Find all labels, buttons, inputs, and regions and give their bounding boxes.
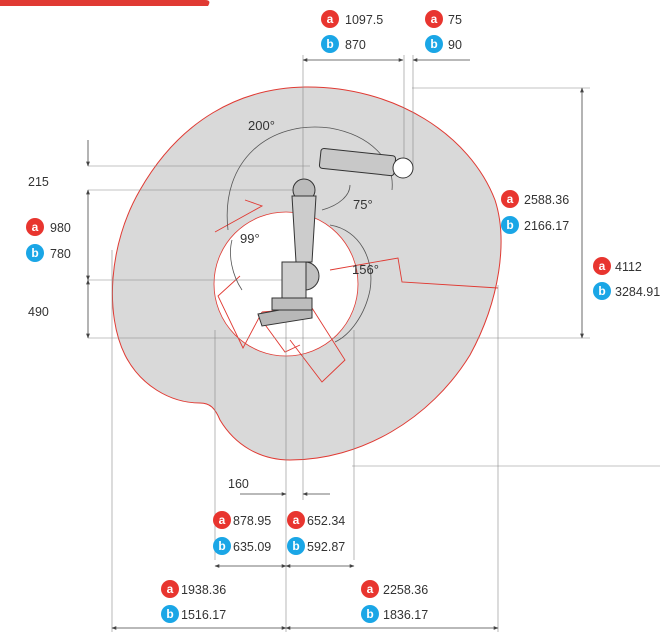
right-total-b: b 3284.91 <box>593 282 660 300</box>
svg-text:870: 870 <box>345 38 366 52</box>
svg-text:652.34: 652.34 <box>307 514 345 528</box>
header-tab <box>0 0 210 6</box>
svg-text:780: 780 <box>50 247 71 261</box>
svg-text:a: a <box>293 513 300 527</box>
svg-text:b: b <box>31 246 38 260</box>
right-upper-a: a 2588.36 <box>501 190 569 208</box>
svg-text:a: a <box>327 12 334 26</box>
svg-text:a: a <box>32 220 39 234</box>
bottom-inner-right-a: a 652.34 <box>287 511 345 529</box>
svg-text:b: b <box>218 539 225 553</box>
bottom-outer-right-a: a 2258.36 <box>361 580 428 598</box>
angle-75: 75° <box>353 197 373 212</box>
svg-text:2166.17: 2166.17 <box>524 219 569 233</box>
svg-text:1516.17: 1516.17 <box>181 608 226 622</box>
top-reach-a: a 1097.5 <box>321 10 383 28</box>
bottom-inner-left-a: a 878.95 <box>213 511 271 529</box>
svg-text:592.87: 592.87 <box>307 540 345 554</box>
svg-text:a: a <box>367 582 374 596</box>
svg-text:1097.5: 1097.5 <box>345 13 383 27</box>
svg-text:2258.36: 2258.36 <box>383 583 428 597</box>
svg-text:a: a <box>507 192 514 206</box>
svg-text:a: a <box>167 582 174 596</box>
svg-text:a: a <box>431 12 438 26</box>
angle-99: 99° <box>240 231 260 246</box>
bottom-inner-right-b: b 592.87 <box>287 537 345 555</box>
svg-text:980: 980 <box>50 221 71 235</box>
left-dim-215: 215 <box>28 175 49 189</box>
svg-text:75: 75 <box>448 13 462 27</box>
bottom-inner-left-b: b 635.09 <box>213 537 271 555</box>
top-reach-b: b 870 <box>321 35 366 53</box>
angle-156: 156° <box>352 262 379 277</box>
svg-text:b: b <box>598 284 605 298</box>
svg-text:a: a <box>599 259 606 273</box>
svg-text:b: b <box>166 607 173 621</box>
svg-text:a: a <box>219 513 226 527</box>
svg-text:1938.36: 1938.36 <box>181 583 226 597</box>
svg-text:4112: 4112 <box>615 260 642 274</box>
svg-text:1836.17: 1836.17 <box>383 608 428 622</box>
svg-text:b: b <box>326 37 333 51</box>
svg-text:878.95: 878.95 <box>233 514 271 528</box>
svg-text:3284.91: 3284.91 <box>615 285 660 299</box>
left-dim-b: b 780 <box>26 244 71 262</box>
svg-text:2588.36: 2588.36 <box>524 193 569 207</box>
bottom-outer-left-b: b 1516.17 <box>161 605 226 623</box>
left-dim-490: 490 <box>28 305 49 319</box>
top-offset-a: a 75 <box>425 10 462 28</box>
angle-200: 200° <box>248 118 275 133</box>
robot-arm <box>257 147 414 327</box>
bottom-dim-160: 160 <box>228 477 249 491</box>
right-total-a: a 4112 <box>593 257 642 275</box>
bottom-outer-right-b: b 1836.17 <box>361 605 428 623</box>
svg-text:b: b <box>506 218 513 232</box>
svg-text:635.09: 635.09 <box>233 540 271 554</box>
svg-text:b: b <box>430 37 437 51</box>
reference-lines <box>88 55 660 632</box>
left-dim-a: a 980 <box>26 218 71 236</box>
right-upper-b: b 2166.17 <box>501 216 569 234</box>
bottom-outer-left-a: a 1938.36 <box>161 580 226 598</box>
svg-text:b: b <box>292 539 299 553</box>
svg-text:b: b <box>366 607 373 621</box>
top-offset-b: b 90 <box>425 35 462 53</box>
svg-text:90: 90 <box>448 38 462 52</box>
